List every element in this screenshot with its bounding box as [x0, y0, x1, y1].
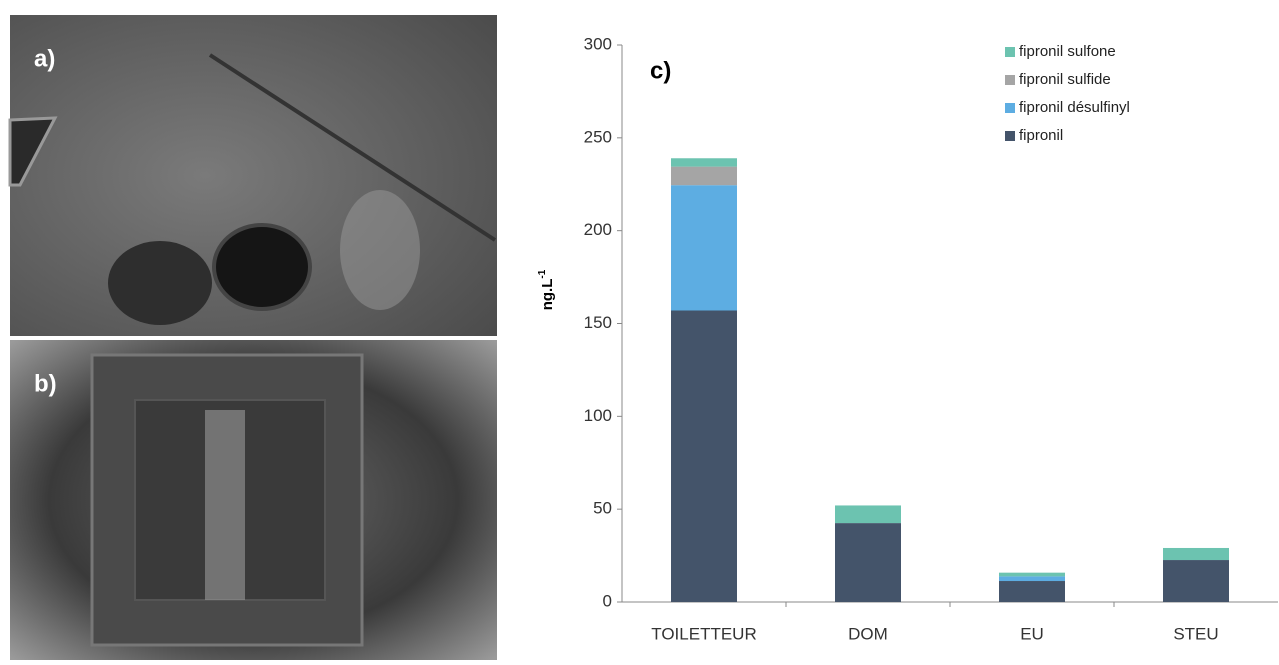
y-tick-label: 300: [584, 34, 612, 53]
bar-segment: [835, 505, 901, 524]
panel-label: a): [34, 45, 55, 72]
bar-segment: [999, 572, 1065, 577]
bar-segment: [835, 523, 901, 602]
legend-swatch: [1005, 131, 1015, 141]
bar-segment: [999, 581, 1065, 602]
y-tick-label: 0: [603, 591, 612, 610]
photo-a: a): [8, 15, 497, 336]
bar-segment: [1163, 560, 1229, 602]
legend-label: fipronil désulfinyl: [1019, 99, 1130, 116]
y-tick-label: 150: [584, 313, 612, 332]
legend-label: fipronil: [1019, 127, 1063, 144]
y-axis-label-sup: -1: [537, 269, 548, 278]
legend-swatch: [1005, 103, 1015, 113]
x-tick-label: DOM: [848, 624, 888, 643]
panel-label: b): [34, 370, 57, 397]
legend-label: fipronil sulfide: [1019, 71, 1111, 88]
bar-segment: [671, 158, 737, 167]
bar-segment: [1163, 547, 1229, 561]
legend-label: fipronil sulfone: [1019, 43, 1116, 60]
bar-segment: [671, 166, 737, 186]
y-axis-label: ng.L-1: [537, 269, 556, 310]
x-tick-label: EU: [1020, 624, 1044, 643]
bar-segment: [671, 310, 737, 602]
y-tick-label: 200: [584, 220, 612, 239]
photo-b: b): [10, 340, 497, 660]
y-tick-label: 50: [593, 499, 612, 518]
bar-segment: [671, 185, 737, 311]
y-tick-label: 250: [584, 127, 612, 146]
legend-swatch: [1005, 47, 1015, 57]
y-axis-label-text: ng.L: [539, 279, 556, 311]
y-tick-label: 100: [584, 406, 612, 425]
panel-label: c): [650, 57, 671, 84]
x-tick-label: STEU: [1173, 624, 1218, 643]
x-tick-label: TOILETTEUR: [651, 624, 756, 643]
bar-segment: [999, 576, 1065, 582]
legend-swatch: [1005, 75, 1015, 85]
